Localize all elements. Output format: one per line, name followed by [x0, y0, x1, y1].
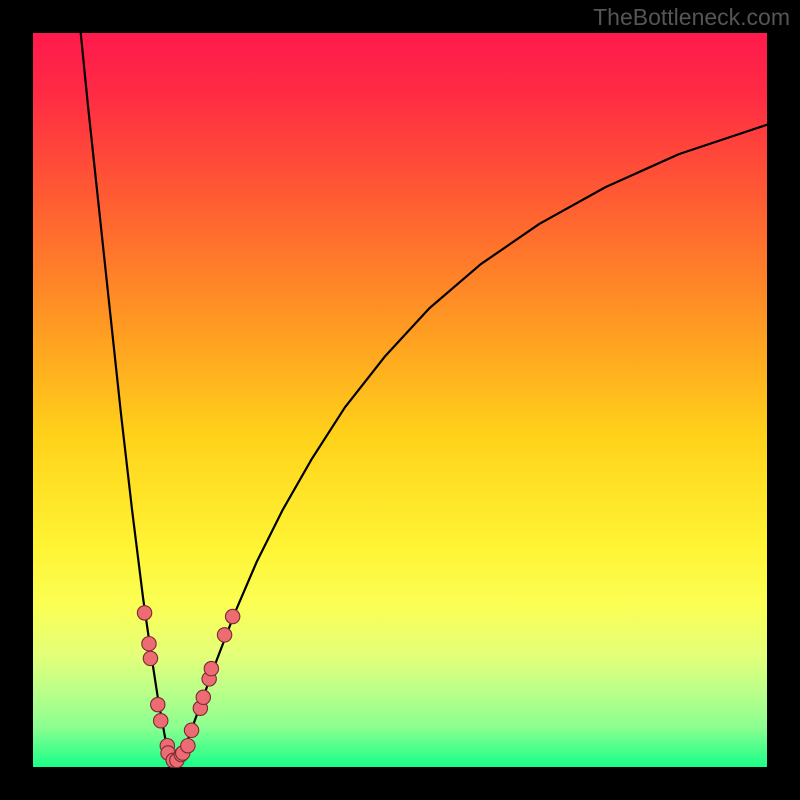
data-marker [137, 606, 151, 620]
source-watermark: TheBottleneck.com [593, 4, 790, 31]
data-marker [151, 697, 165, 711]
data-marker [196, 690, 210, 704]
data-markers [137, 606, 239, 768]
plot-area [33, 33, 767, 767]
data-marker [217, 628, 231, 642]
data-marker [142, 636, 156, 650]
data-marker [143, 651, 157, 665]
data-marker [204, 661, 218, 675]
chart-frame: TheBottleneck.com [0, 0, 800, 800]
data-marker [225, 609, 239, 623]
data-marker [181, 739, 195, 753]
data-marker [154, 714, 168, 728]
data-marker [184, 723, 198, 737]
bottleneck-curve-layer [33, 33, 767, 767]
bottleneck-curve [81, 33, 767, 763]
